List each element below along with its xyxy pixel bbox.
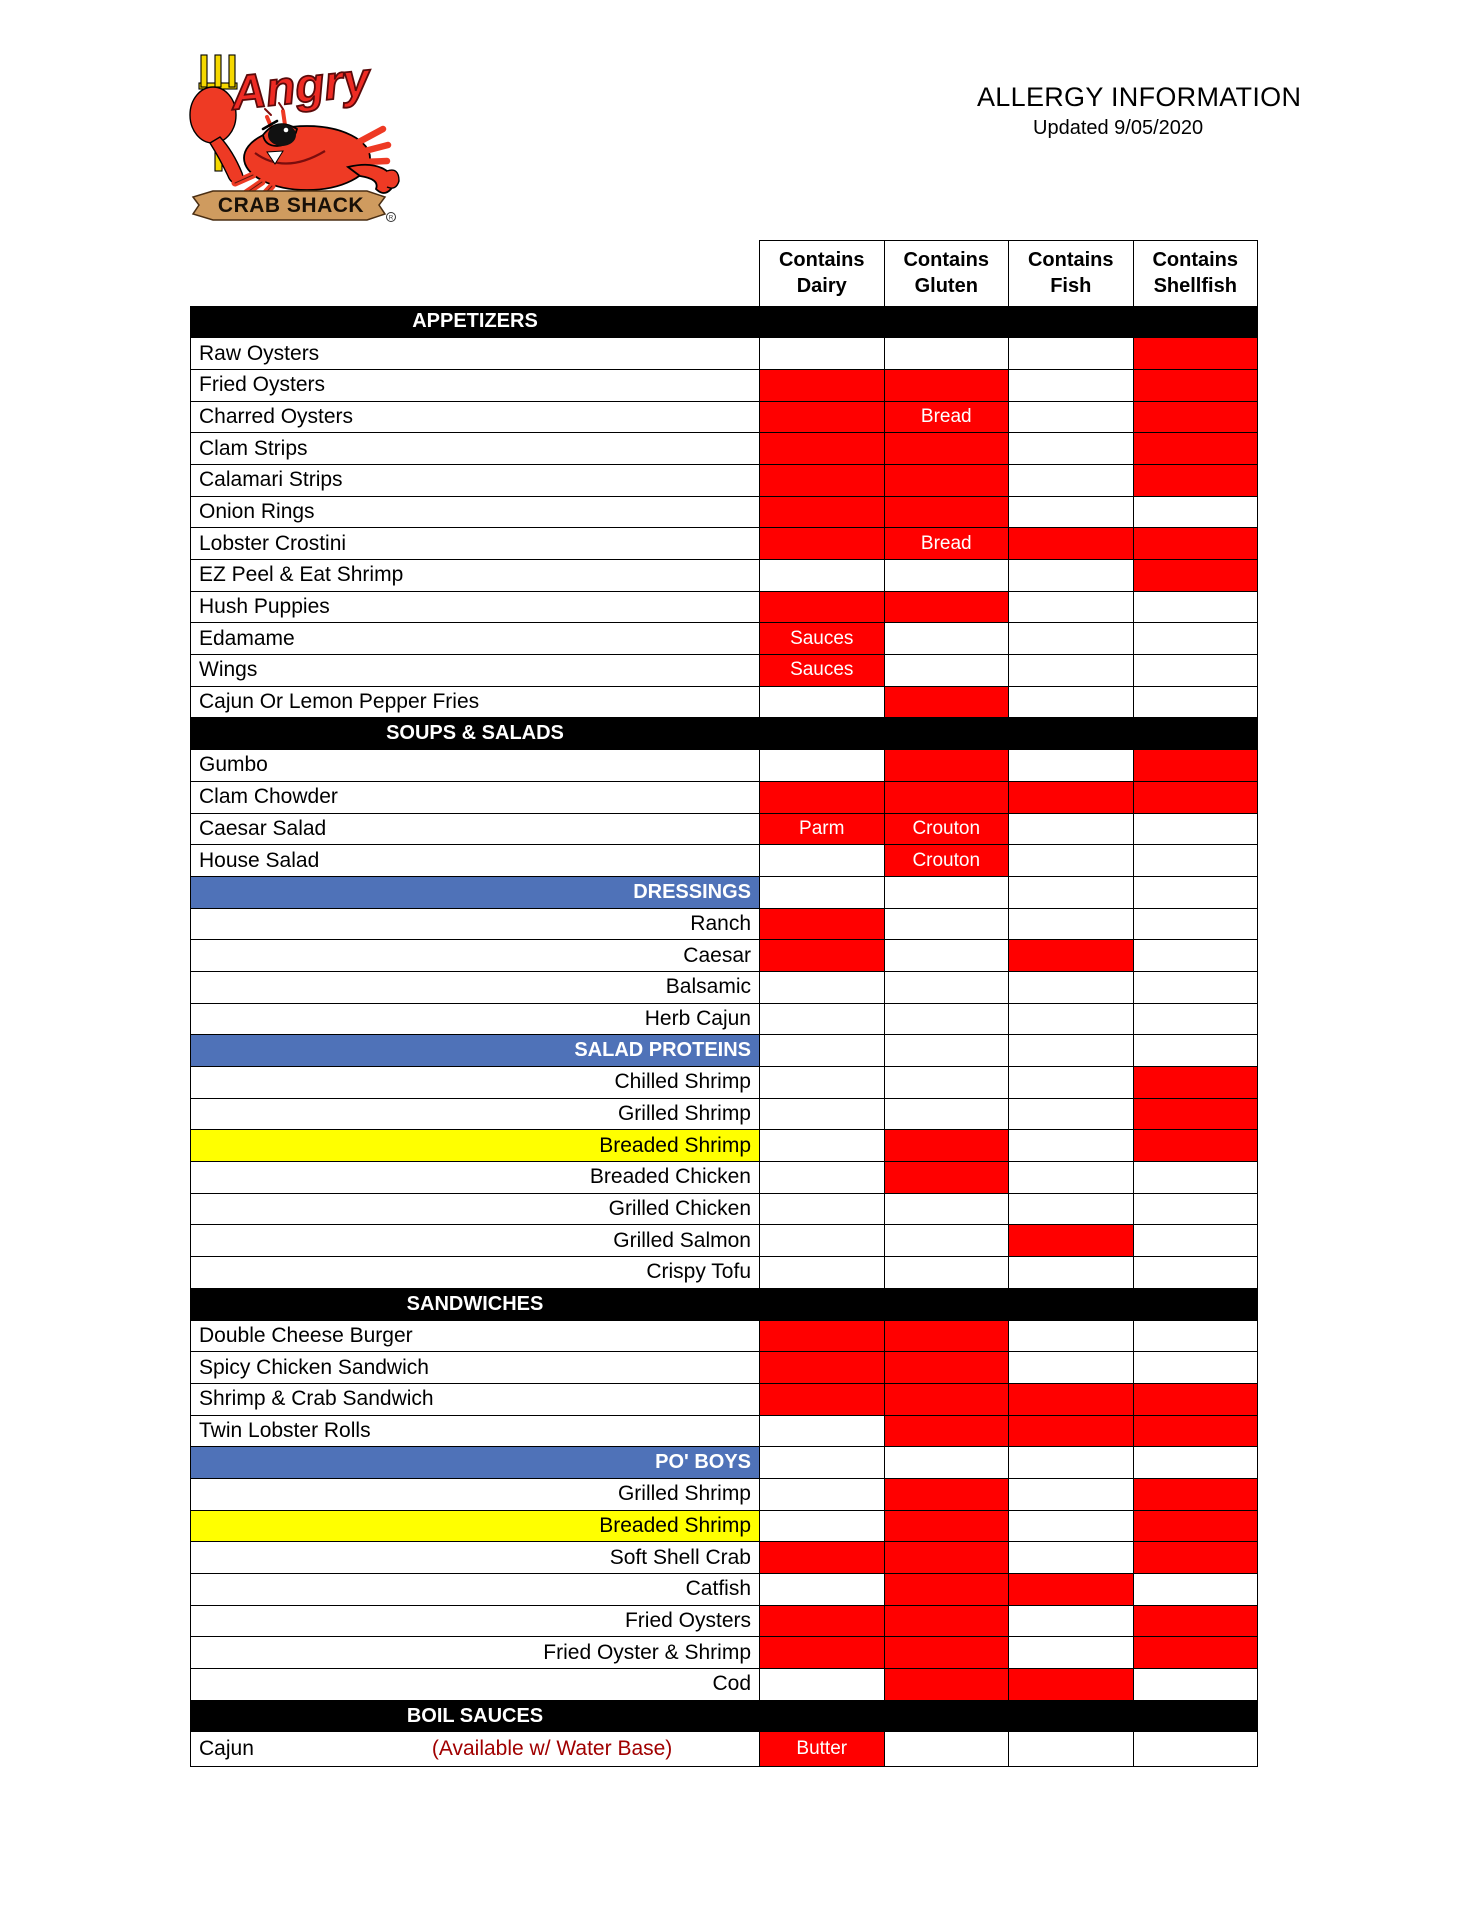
svg-text:Angry: Angry xyxy=(228,53,375,121)
svg-text:CRAB SHACK: CRAB SHACK xyxy=(218,194,364,217)
svg-text:R: R xyxy=(389,216,394,222)
